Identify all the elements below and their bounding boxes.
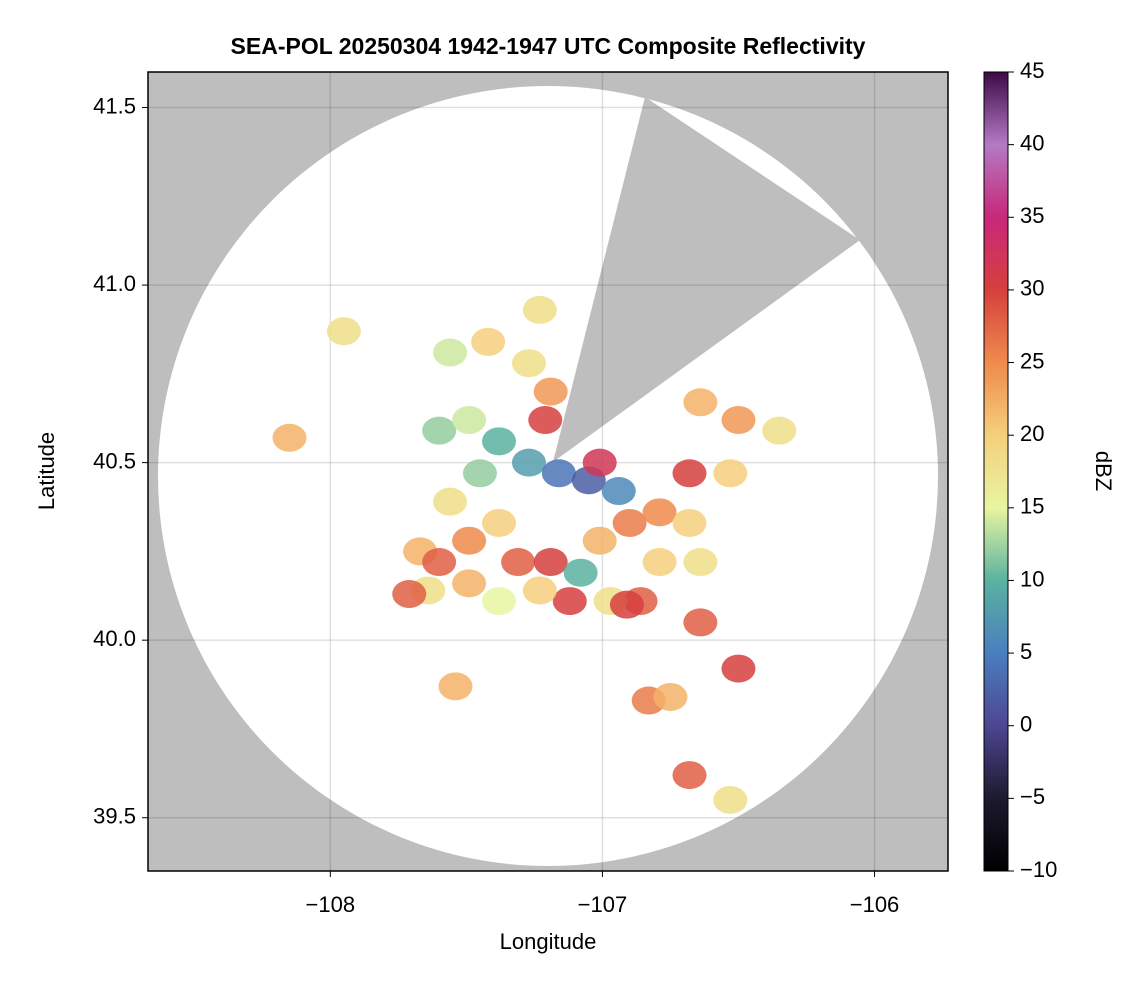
colorbar-tick-label: 10 <box>1020 566 1044 591</box>
x-tick-label: −107 <box>578 892 628 917</box>
x-tick-label: −108 <box>306 892 356 917</box>
echo-cell <box>482 587 517 616</box>
colorbar-tick-label: 15 <box>1020 494 1044 519</box>
echo-cell <box>511 448 546 477</box>
echo-cell <box>392 580 427 609</box>
y-tick-label: 40.5 <box>93 448 136 473</box>
y-tick-label: 41.5 <box>93 93 136 118</box>
echo-cell <box>522 576 557 605</box>
ticks: −108 −107 −106 39.5 40.0 40.5 41.0 41.5 −10 −5 0 5 1… <box>93 58 1057 917</box>
echo-cell <box>433 487 468 516</box>
echo-cell <box>471 327 506 356</box>
colorbar-tick-label: 40 <box>1020 130 1044 155</box>
echo-cell <box>672 761 707 790</box>
y-axis-label: Latitude <box>34 432 59 510</box>
colorbar-tick-label: 45 <box>1020 58 1044 83</box>
echo-cell <box>533 377 568 406</box>
echo-cell <box>541 459 576 488</box>
colorbar-tick-label: 25 <box>1020 348 1044 373</box>
echo-cell <box>272 423 307 452</box>
colorbar <box>983 71 1009 872</box>
echo-cell <box>438 672 473 701</box>
colorbar-label: dBZ <box>1091 451 1116 491</box>
echo-cell <box>326 317 361 346</box>
echo-cell <box>511 349 546 378</box>
echo-cell <box>642 548 677 577</box>
colorbar-tick-label: 35 <box>1020 203 1044 228</box>
echo-cell <box>713 459 748 488</box>
echo-cell <box>713 785 748 814</box>
echo-cell <box>462 459 497 488</box>
echo-cell <box>422 548 457 577</box>
plot-frame <box>147 71 949 872</box>
echo-cell <box>762 416 797 445</box>
echo-cell <box>563 558 598 587</box>
echo-cell <box>683 548 718 577</box>
colorbar-tick-label: 30 <box>1020 276 1044 301</box>
x-tick-label: −106 <box>850 892 900 917</box>
echo-cell <box>601 477 636 506</box>
colorbar-tick-label: 0 <box>1020 712 1032 737</box>
colorbar-tick-label: 5 <box>1020 639 1032 664</box>
echo-cell <box>482 427 517 456</box>
echo-cell <box>683 608 718 637</box>
echo-cell <box>522 295 557 324</box>
colorbar-tick-label: 20 <box>1020 421 1044 446</box>
colorbar-tick-label: −5 <box>1020 784 1045 809</box>
echo-cell <box>433 338 468 367</box>
echo-cell <box>582 526 617 555</box>
y-tick-label: 39.5 <box>93 804 136 829</box>
echo-cell <box>653 682 688 711</box>
echo-cell <box>582 448 617 477</box>
chart-title: SEA-POL 20250304 1942-1947 UTC Composite… <box>231 33 866 59</box>
echo-cell <box>452 406 487 435</box>
echo-cell <box>422 416 457 445</box>
y-tick-label: 41.0 <box>93 271 136 296</box>
echo-cell <box>533 548 568 577</box>
echo-cell <box>612 508 647 537</box>
echo-cell <box>721 406 756 435</box>
echo-cell <box>672 508 707 537</box>
echo-cell <box>642 498 677 527</box>
echo-cell <box>501 548 536 577</box>
echo-cell <box>721 654 756 683</box>
echo-cell <box>528 406 563 435</box>
echo-cell <box>552 587 587 616</box>
echo-cell <box>482 508 517 537</box>
echoes <box>272 295 797 814</box>
colorbar-tick-label: −10 <box>1020 857 1057 882</box>
echo-cell <box>683 388 718 417</box>
y-tick-label: 40.0 <box>93 626 136 651</box>
echo-cell <box>672 459 707 488</box>
echo-cell <box>452 526 487 555</box>
echo-cell <box>452 569 487 598</box>
blocked-sector <box>553 97 860 462</box>
x-axis-label: Longitude <box>500 929 597 954</box>
echo-cell <box>609 590 644 619</box>
